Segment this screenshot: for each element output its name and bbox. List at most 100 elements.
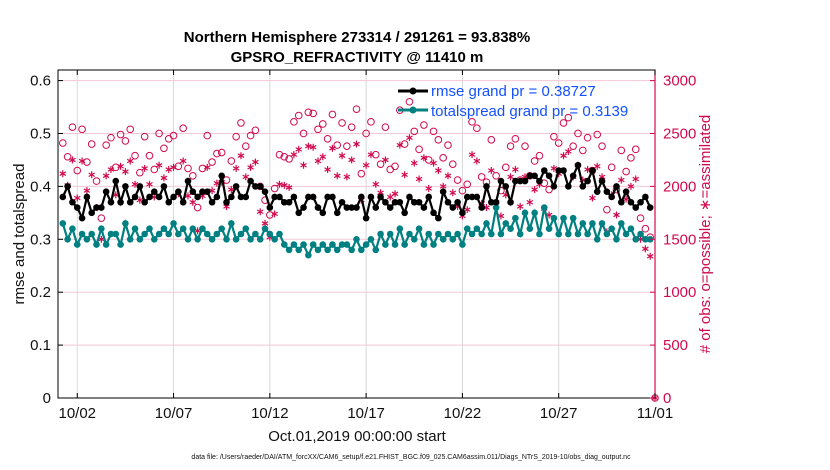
- spread-point: [353, 235, 360, 243]
- possible-obs-point: [309, 109, 317, 118]
- asterisk-stroke: [516, 204, 524, 209]
- spread-point: [122, 220, 129, 227]
- possible-obs-point: [434, 136, 443, 144]
- spread-point: [329, 241, 336, 248]
- rmse-point: [565, 183, 572, 190]
- rmse-point: [516, 177, 524, 185]
- assimilated-obs-point: [449, 189, 457, 197]
- spread-point: [333, 246, 341, 254]
- possible-obs-point: [275, 150, 284, 159]
- rmse-point: [579, 183, 587, 190]
- rmse-point: [540, 167, 548, 174]
- rmse-point: [420, 204, 428, 211]
- assimilated-obs-point: [319, 153, 327, 161]
- asterisk-stroke: [232, 166, 240, 171]
- y-tick-label: 0.5: [30, 125, 51, 142]
- assimilated-obs-point: [102, 172, 110, 180]
- rmse-point: [69, 198, 76, 206]
- rmse-point: [646, 204, 654, 211]
- asterisk-stroke: [531, 187, 538, 192]
- rmse-point: [367, 193, 375, 201]
- possible-obs-point: [290, 118, 298, 126]
- assimilated-obs-point: [444, 172, 452, 180]
- possible-obs-point: [376, 160, 385, 168]
- spread-point: [439, 235, 447, 243]
- rmse-point: [88, 209, 96, 217]
- spread-point: [410, 235, 418, 243]
- rmse-point: [300, 204, 307, 211]
- rmse-point: [406, 193, 413, 201]
- axis-ticks: 10/02 10/07 10/12 10/17 10/22 10/27 11/0105001…: [30, 70, 696, 422]
- spread-point: [593, 235, 601, 243]
- spread-point: [473, 225, 481, 233]
- asterisk-stroke: [237, 153, 245, 158]
- assimilated-obs-point: [107, 165, 115, 173]
- rmse-point: [305, 193, 312, 201]
- assimilated-obs-point: [88, 171, 96, 179]
- spread-point: [540, 204, 548, 211]
- assimilated-obs-point: [203, 163, 211, 171]
- legend: rmse grand pr = 0.38727 totalspread gran…: [398, 83, 628, 120]
- possible-obs-point: [150, 165, 159, 174]
- rmse-point: [483, 183, 490, 190]
- possible-obs-point: [410, 127, 419, 136]
- possible-obs-point: [506, 142, 515, 150]
- rmse-point: [488, 198, 495, 206]
- x-axis-label: Oct.01,2019 00:00:00 start: [268, 428, 446, 445]
- rmse-point: [199, 188, 206, 195]
- assimilated-obs-point: [59, 170, 67, 178]
- assimilated-obs-point: [338, 152, 346, 160]
- rmse-point: [353, 204, 360, 211]
- possible-obs-point: [203, 131, 212, 140]
- assimilated-obs-point: [512, 165, 519, 173]
- asterisk-stroke: [372, 182, 380, 187]
- rmse-point: [362, 214, 370, 222]
- rmse-point: [526, 172, 534, 180]
- asterisk-stroke: [203, 165, 211, 170]
- rmse-point: [175, 188, 182, 195]
- spread-point: [252, 230, 259, 238]
- asterisk-stroke: [444, 173, 452, 179]
- spread-point: [468, 230, 476, 238]
- asterisk-stroke: [343, 174, 351, 180]
- possible-obs-point: [477, 173, 486, 181]
- rmse-point: [83, 193, 91, 201]
- possible-obs-point: [328, 110, 337, 119]
- asterisk-stroke: [613, 212, 620, 218]
- asterisk-stroke: [324, 167, 331, 172]
- assimilated-obs-point: [83, 187, 91, 195]
- spread-point: [184, 235, 192, 243]
- possible-obs-point: [97, 214, 106, 222]
- spread-point: [603, 230, 611, 238]
- assimilated-obs-point: [372, 180, 380, 188]
- rmse-point: [319, 209, 327, 217]
- y2-tick-label: 1500: [663, 231, 696, 248]
- asterisk-stroke: [285, 185, 293, 190]
- possible-obs-point: [415, 145, 423, 154]
- rmse-point: [184, 177, 192, 185]
- asterisk-stroke: [300, 162, 307, 168]
- rmse-point: [401, 209, 408, 217]
- asterisk-stroke: [415, 176, 423, 182]
- asterisk-stroke: [560, 153, 567, 158]
- possible-obs-point: [473, 124, 481, 132]
- asterisk-stroke: [617, 177, 625, 183]
- assimilated-obs-point: [285, 183, 293, 191]
- rmse-point: [627, 198, 635, 206]
- rmse-point: [126, 198, 134, 206]
- rmse-point: [589, 167, 596, 174]
- asterisk-stroke: [141, 166, 148, 171]
- asterisk-stroke: [122, 169, 129, 174]
- rmse-point: [242, 193, 250, 201]
- possible-obs-point: [285, 155, 293, 163]
- y-tick-label: 0.3: [30, 231, 51, 248]
- rmse-point: [382, 198, 389, 206]
- y2-tick-label: 500: [663, 337, 688, 354]
- possible-obs-point: [184, 164, 192, 173]
- possible-obs-point: [448, 160, 457, 168]
- rmse-point: [117, 198, 124, 206]
- x-tick-label: 10/12: [251, 405, 289, 422]
- spread-point: [199, 225, 206, 233]
- asterisk-stroke: [632, 176, 640, 182]
- possible-obs-point: [270, 184, 279, 193]
